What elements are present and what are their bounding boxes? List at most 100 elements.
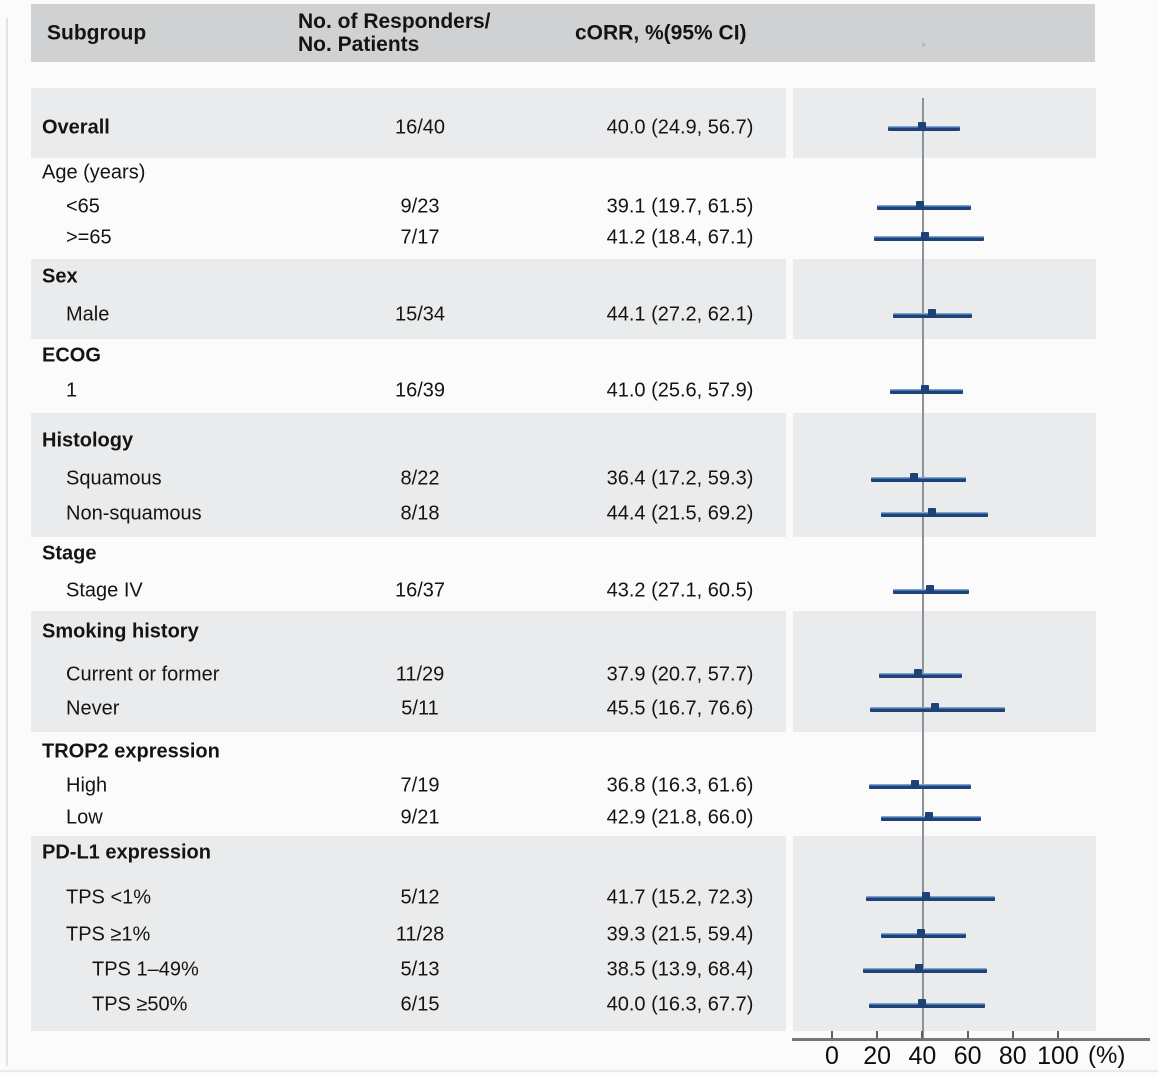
group-header-label: PD-L1 expression: [42, 841, 211, 864]
x-axis-tick: [876, 1031, 879, 1038]
point-estimate-marker: [927, 309, 936, 316]
responders-cell: 15/34: [394, 303, 446, 326]
responders-cell: 8/18: [400, 502, 440, 525]
responders-cell: 9/21: [400, 806, 440, 829]
ci-bar: [868, 783, 972, 789]
x-axis-tick: [831, 1031, 833, 1038]
corr-cell: 41.2 (18.4, 67.1): [606, 226, 754, 249]
group-band: [31, 88, 1096, 158]
point-estimate-marker: [915, 964, 923, 971]
point-estimate-marker: [913, 669, 922, 676]
subgroup-label: Current or former: [66, 663, 220, 686]
point-estimate-marker: [918, 999, 927, 1006]
column-gutter: [786, 4, 793, 1031]
subgroup-label: Overall: [42, 116, 110, 139]
page-edge-line: [0, 1070, 1158, 1072]
subgroup-label: Stage IV: [66, 579, 143, 602]
group-header-label: ECOG: [42, 344, 101, 367]
responders-cell: 9/23: [400, 195, 440, 218]
corr-cell: 36.8 (16.3, 61.6): [606, 774, 754, 797]
responders-cell: 7/17: [400, 226, 440, 249]
ci-bar: [868, 1002, 985, 1008]
responders-cell: 7/19: [400, 774, 440, 797]
x-axis-line: [792, 1038, 1150, 1041]
corr-cell: 38.5 (13.9, 68.4): [606, 958, 754, 981]
reference-line: [922, 98, 924, 1040]
column-header-subgroup: Subgroup: [47, 21, 147, 45]
subgroup-label: TPS 1–49%: [92, 958, 199, 981]
group-header-label: Smoking history: [42, 620, 199, 643]
ci-bar: [870, 476, 966, 482]
x-axis-tick: [966, 1031, 969, 1038]
subgroup-label: Squamous: [66, 467, 162, 490]
table-header-row: Subgroup No. of Responders/ No. Patients…: [31, 4, 1095, 62]
responders-cell: 5/12: [400, 886, 440, 909]
group-header-label: TROP2 expression: [42, 740, 220, 763]
column-header-corr: cORR, %(95% CI): [575, 21, 747, 45]
corr-cell: 39.3 (21.5, 59.4): [606, 923, 754, 946]
point-estimate-marker: [924, 812, 933, 819]
x-axis-tick-label: 60: [953, 1042, 982, 1070]
group-band: [31, 259, 1096, 339]
corr-cell: 42.9 (21.8, 66.0): [606, 806, 754, 829]
corr-cell: 44.4 (21.5, 69.2): [606, 502, 754, 525]
responders-cell: 8/22: [400, 467, 440, 490]
corr-cell: 41.0 (25.6, 57.9): [606, 379, 754, 402]
subgroup-label: TPS ≥50%: [92, 993, 188, 1016]
x-axis-tick: [1011, 1031, 1014, 1038]
column-header-responders-line1: No. of Responders/: [298, 10, 491, 33]
page-edge-line: [6, 18, 8, 1066]
point-estimate-marker: [918, 122, 927, 129]
subgroup-label: Male: [66, 303, 110, 326]
corr-cell: 41.7 (15.2, 72.3): [606, 886, 754, 909]
corr-cell: 40.0 (16.3, 67.7): [606, 993, 754, 1016]
x-axis-tick-label: 40: [908, 1042, 937, 1070]
x-axis-tick: [1057, 1031, 1059, 1038]
subgroup-label: Non-squamous: [66, 502, 202, 525]
subgroup-label: <65: [66, 195, 100, 218]
x-axis-tick-label: 0: [825, 1042, 839, 1070]
group-header-label: Histology: [42, 429, 134, 452]
point-estimate-marker: [928, 508, 937, 515]
corr-cell: 44.1 (27.2, 62.1): [606, 303, 754, 326]
point-estimate-marker: [921, 232, 930, 239]
x-axis-tick-label: 80: [998, 1042, 1027, 1070]
x-axis-unit-label: (%): [1088, 1042, 1126, 1069]
ci-bar: [866, 895, 996, 901]
group-band: [31, 539, 1096, 609]
point-estimate-marker: [930, 703, 939, 710]
subgroup-label: TPS ≥1%: [66, 923, 151, 946]
point-estimate-marker: [922, 892, 931, 899]
subgroup-label: High: [66, 774, 108, 797]
subgroup-label: TPS <1%: [66, 886, 152, 909]
corr-cell: 36.4 (17.2, 59.3): [606, 467, 754, 490]
subgroup-label: >=65: [66, 226, 112, 249]
x-axis-tick: [921, 1031, 924, 1038]
corr-cell: 39.1 (19.7, 61.5): [606, 195, 754, 218]
corr-cell: 37.9 (20.7, 57.7): [606, 663, 754, 686]
responders-cell: 6/15: [400, 993, 440, 1016]
ci-bar: [863, 967, 987, 973]
corr-cell: 43.2 (27.1, 60.5): [606, 579, 754, 602]
responders-cell: 5/13: [400, 958, 440, 981]
group-header-label: Stage: [42, 542, 97, 565]
group-band: [31, 341, 1096, 411]
corr-cell: 40.0 (24.9, 56.7): [606, 116, 754, 139]
column-header-responders: No. of Responders/ No. Patients: [298, 10, 491, 56]
point-estimate-marker: [925, 585, 934, 592]
responders-cell: 11/29: [395, 663, 445, 686]
subgroup-label: Never: [66, 697, 120, 720]
point-estimate-marker: [916, 201, 925, 208]
subgroup-label: 1: [66, 379, 78, 402]
responders-cell: 16/37: [394, 579, 446, 602]
group-header-label: Age (years): [42, 161, 146, 184]
responders-cell: 5/11: [401, 697, 439, 720]
responders-cell: 11/28: [395, 923, 445, 946]
x-axis-tick-label: 20: [863, 1042, 892, 1070]
point-estimate-marker: [920, 385, 929, 392]
responders-cell: 16/39: [394, 379, 446, 402]
reference-line-dot: [922, 43, 925, 47]
x-axis-tick-label: 100: [1037, 1042, 1079, 1070]
point-estimate-marker: [911, 780, 920, 787]
